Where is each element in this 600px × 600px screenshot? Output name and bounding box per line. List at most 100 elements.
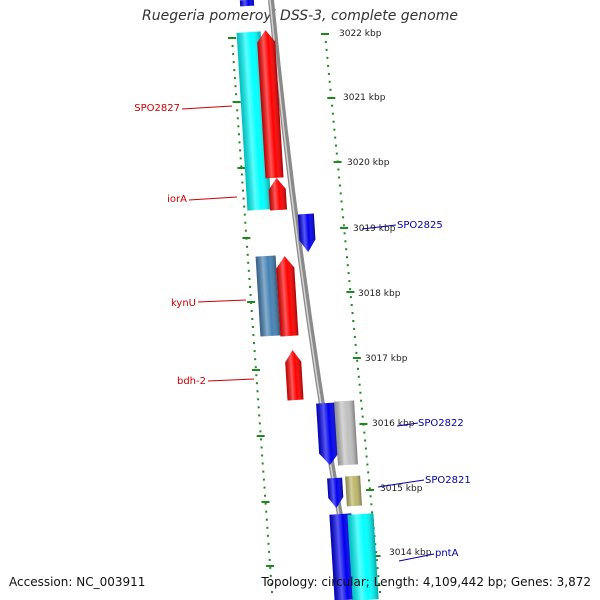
gene-feature[interactable]	[297, 213, 316, 253]
gene-label-reverse[interactable]: SPO2825	[397, 220, 443, 231]
minor-tick	[328, 80, 331, 83]
tick-marks	[228, 33, 381, 593]
gene-feature[interactable]	[239, 0, 255, 7]
minor-tick	[331, 104, 334, 107]
minor-tick	[346, 256, 348, 259]
scale-label: 3015 kbp	[380, 484, 423, 494]
minor-tick	[268, 558, 271, 561]
minor-tick	[355, 351, 358, 354]
minor-tick	[265, 518, 268, 521]
minor-tick	[257, 406, 260, 409]
gene-label-reverse[interactable]: SPO2822	[418, 418, 464, 429]
gene-feature[interactable]	[345, 475, 362, 507]
minor-tick	[261, 454, 264, 457]
gene-label-reverse[interactable]: SPO2821	[425, 475, 471, 486]
gene-feature-shading	[347, 513, 379, 600]
scale-label: 3017 kbp	[365, 354, 408, 364]
gene-label-leader	[197, 299, 247, 303]
gene-feature-shading	[334, 400, 358, 466]
gene-feature-shading	[276, 256, 299, 337]
minor-tick	[353, 327, 356, 330]
major-tick	[228, 37, 236, 39]
minor-tick	[243, 213, 246, 216]
major-tick	[252, 369, 260, 371]
minor-tick	[364, 447, 367, 450]
gene-label-forward[interactable]: bdh-2	[177, 376, 206, 387]
inner-tick-row	[228, 37, 275, 593]
major-tick	[261, 501, 270, 503]
minor-tick	[235, 93, 238, 96]
gene-feature[interactable]	[276, 256, 299, 337]
minor-tick	[347, 272, 350, 275]
major-tick	[242, 237, 251, 239]
minor-tick	[246, 245, 249, 248]
major-tick	[232, 101, 241, 103]
gene-feature[interactable]	[347, 513, 379, 600]
gene-label-reverse[interactable]: pntA	[435, 548, 459, 559]
gene-feature[interactable]	[256, 30, 284, 179]
outer-tick-row	[321, 33, 381, 593]
scale-label: 3014 kbp	[389, 548, 432, 558]
minor-tick	[254, 366, 257, 369]
minor-tick	[364, 439, 367, 442]
minor-tick	[335, 144, 337, 147]
minor-tick	[327, 64, 330, 67]
minor-tick	[369, 495, 372, 498]
minor-tick	[249, 285, 251, 288]
minor-tick	[342, 224, 345, 227]
major-tick	[359, 423, 368, 425]
gene-label-leader	[207, 378, 255, 382]
minor-tick	[233, 69, 236, 72]
gene-feature-shading	[255, 255, 281, 337]
minor-tick	[251, 326, 254, 328]
gene-feature[interactable]	[268, 178, 287, 211]
gene-feature[interactable]	[255, 255, 281, 337]
minor-tick	[270, 583, 273, 585]
minor-tick	[349, 288, 352, 291]
gene-feature[interactable]	[284, 350, 304, 401]
minor-tick	[360, 399, 363, 402]
minor-tick	[246, 253, 249, 256]
minor-tick	[333, 128, 336, 131]
minor-tick	[363, 431, 366, 434]
minor-tick	[261, 462, 264, 465]
minor-tick	[352, 320, 355, 322]
scale-label: 3021 kbp	[343, 93, 386, 103]
gene-label-leader	[396, 422, 419, 427]
minor-tick	[257, 398, 260, 401]
minor-tick	[375, 551, 378, 554]
gene-feature[interactable]	[334, 400, 358, 466]
minor-tick	[349, 296, 352, 299]
gene-label-forward[interactable]: SPO2827	[134, 103, 180, 114]
minor-tick	[374, 543, 377, 546]
genome-summary: Topology: circular; Length: 4,109,442 bp…	[261, 575, 591, 589]
minor-tick	[375, 559, 378, 562]
minor-tick	[249, 293, 252, 296]
gene-feature[interactable]	[316, 402, 340, 465]
minor-tick	[259, 430, 262, 433]
minor-tick	[233, 77, 236, 80]
minor-tick	[258, 414, 261, 417]
gene-label-forward[interactable]: kynU	[171, 298, 196, 309]
minor-tick	[241, 181, 244, 184]
minor-tick	[260, 446, 263, 449]
minor-tick	[327, 72, 330, 75]
major-tick	[352, 357, 361, 359]
gene-label-forward[interactable]: iorA	[167, 194, 187, 205]
minor-tick	[266, 526, 269, 529]
minor-tick	[238, 133, 240, 136]
gene-feature[interactable]	[327, 477, 344, 509]
minor-tick	[268, 550, 271, 553]
minor-tick	[242, 197, 245, 200]
minor-tick	[325, 48, 328, 51]
minor-tick	[367, 471, 370, 474]
gene-feature-shading	[268, 178, 287, 211]
minor-tick	[244, 229, 247, 232]
minor-tick	[242, 189, 244, 192]
minor-tick	[236, 117, 239, 120]
minor-tick	[258, 422, 261, 425]
gene-feature-shading	[297, 213, 316, 252]
major-tick	[333, 161, 342, 163]
minor-tick	[239, 157, 242, 160]
minor-tick	[340, 200, 343, 203]
